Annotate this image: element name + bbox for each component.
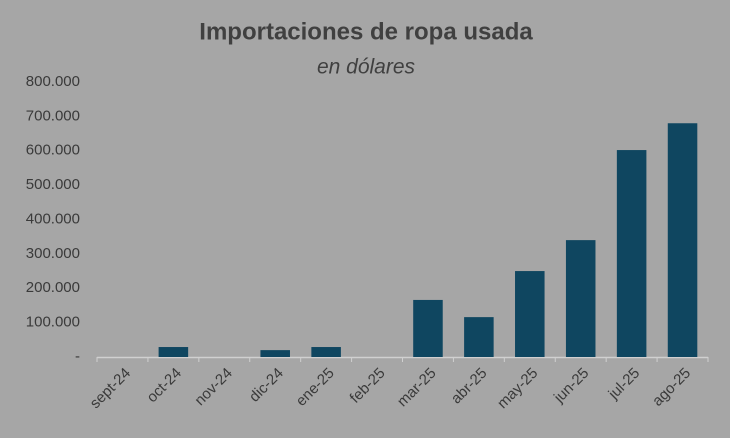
- bar: [667, 123, 698, 357]
- bar: [565, 240, 596, 357]
- bar: [158, 347, 189, 357]
- y-tick-label: 200.000: [26, 279, 80, 296]
- bar: [616, 150, 647, 357]
- y-tick-label: 600.000: [26, 142, 80, 159]
- chart-subtitle: en dólares: [317, 56, 416, 79]
- y-tick-label: 400.000: [26, 210, 80, 227]
- bar: [413, 299, 443, 357]
- chart-title: Importaciones de ropa usada: [199, 18, 533, 45]
- bar: [464, 317, 494, 357]
- bar: [311, 347, 341, 357]
- y-tick-label: -: [75, 348, 80, 365]
- y-tick-label: 100.000: [26, 314, 80, 331]
- y-tick-label: 500.000: [26, 176, 80, 193]
- bar: [260, 350, 290, 357]
- bar: [515, 271, 545, 357]
- y-tick-label: 300.000: [26, 245, 80, 262]
- y-tick-label: 700.000: [26, 107, 80, 124]
- y-tick-label: 800.000: [26, 73, 80, 90]
